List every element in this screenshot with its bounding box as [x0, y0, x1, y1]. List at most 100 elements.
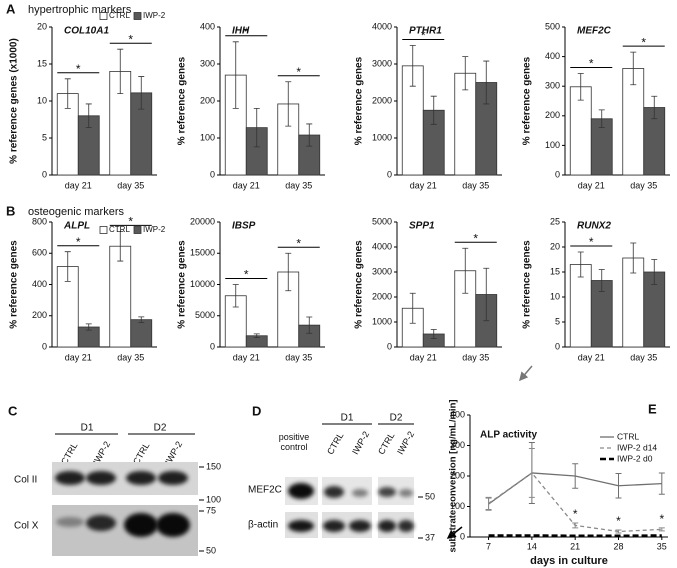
y-tick-label: 600 — [32, 248, 47, 258]
y-tick-label: 25 — [550, 216, 560, 226]
legend-label: IWP-2 — [143, 225, 166, 234]
x-tick-label: day 35 — [285, 180, 312, 190]
y-tick-label: 20 — [550, 241, 560, 251]
y-axis-label: % reference genes — [354, 240, 365, 329]
y-tick-label: 200 — [450, 470, 465, 480]
error-bar — [651, 95, 658, 120]
significance-star: * — [473, 231, 478, 245]
significance-star: * — [641, 35, 646, 49]
marker-label: 50 — [425, 491, 435, 501]
panel-label: B — [6, 203, 15, 218]
y-tick-label: 0 — [42, 341, 47, 351]
significance-star: * — [296, 65, 301, 79]
error-bar — [430, 329, 437, 339]
chart-title: PTHR1 — [409, 26, 442, 37]
y-tick-label: 500 — [545, 21, 560, 31]
y-tick-label: 100 — [200, 132, 215, 142]
y-axis-label: % reference genes — [177, 56, 188, 145]
x-axis-label: days in culture — [530, 555, 608, 567]
group-label: D1 — [81, 423, 94, 434]
blot-band — [56, 517, 84, 527]
arrow — [446, 526, 463, 539]
y-tick-label: 200 — [32, 310, 47, 320]
significance-star: * — [421, 29, 426, 43]
y-axis-label: % reference genes — [177, 240, 188, 329]
significance-star: * — [76, 235, 81, 249]
y-tick-label: 200 — [200, 95, 215, 105]
error-bar — [483, 60, 490, 105]
arrow — [519, 365, 533, 382]
legend-label: IWP-2 — [143, 11, 166, 20]
blot-band — [86, 515, 116, 531]
blot-band — [55, 471, 85, 485]
error-bar — [630, 242, 637, 274]
blot-band — [323, 520, 345, 532]
lane-label: IWP-2 — [395, 430, 416, 457]
panel-label: A — [6, 1, 16, 16]
y-tick-label: 4000 — [372, 241, 392, 251]
y-tick-label: 10 — [37, 95, 47, 105]
y-tick-label: 400 — [32, 279, 47, 289]
x-tick-label: day 35 — [630, 352, 657, 362]
blot-band — [86, 471, 116, 485]
y-tick-label: 3000 — [372, 58, 392, 68]
significance-star: * — [589, 235, 594, 249]
group-label: D1 — [341, 413, 354, 424]
x-tick-label: day 35 — [117, 352, 144, 362]
significance-star: * — [659, 512, 664, 526]
y-tick-label: 15000 — [190, 248, 215, 258]
x-tick-label: 28 — [613, 541, 623, 551]
error-bar — [462, 247, 469, 294]
group-label: D2 — [390, 413, 403, 424]
error-bar — [138, 76, 145, 110]
y-tick-label: 10 — [550, 291, 560, 301]
error-bar — [85, 103, 92, 129]
lane-label: CTRL — [325, 431, 345, 456]
panel-label: E — [648, 401, 657, 416]
legend-swatch — [133, 12, 142, 20]
y-tick-label: 3000 — [372, 266, 392, 276]
blot-band — [288, 483, 314, 499]
error-bar — [598, 109, 605, 129]
x-tick-label: 14 — [527, 541, 537, 551]
error-bar — [117, 48, 124, 94]
blot-band — [124, 513, 158, 537]
error-bar — [253, 333, 260, 339]
significance-star: * — [76, 62, 81, 76]
significance-star: * — [616, 514, 621, 528]
legend-label: CTRL — [109, 11, 130, 20]
chart-title: SPP1 — [409, 221, 435, 232]
chart-title: ALP activity — [480, 430, 537, 441]
error-bar — [64, 251, 71, 282]
error-bar — [651, 259, 658, 285]
y-tick-label: 0 — [210, 341, 215, 351]
error-bar — [598, 269, 605, 292]
y-tick-label: 400 — [545, 51, 560, 61]
y-tick-label: 15 — [37, 58, 47, 68]
group-label: D2 — [154, 423, 167, 434]
panel-label: D — [252, 403, 261, 418]
error-bar — [577, 73, 584, 101]
blot-band — [126, 471, 156, 485]
bar — [130, 319, 153, 348]
y-tick-label: 400 — [450, 409, 465, 419]
chart-title: COL10A1 — [64, 26, 109, 37]
blot-band — [156, 513, 190, 537]
x-tick-label: day 35 — [117, 180, 144, 190]
error-bar — [658, 527, 665, 532]
y-tick-label: 100 — [450, 501, 465, 511]
y-axis-label: % reference genes (x1000) — [9, 38, 20, 164]
y-tick-label: 200 — [545, 110, 560, 120]
line-series — [488, 472, 662, 533]
x-tick-label: day 21 — [65, 180, 92, 190]
y-tick-label: 300 — [545, 81, 560, 91]
x-tick-label: day 21 — [578, 180, 605, 190]
marker-label: 50 — [206, 545, 216, 555]
row-label: β-actin — [248, 520, 278, 531]
significance-star: * — [128, 215, 133, 229]
error-bar — [232, 284, 239, 308]
lane-label: CTRL — [376, 431, 396, 456]
y-tick-label: 0 — [210, 169, 215, 179]
y-tick-label: 5 — [42, 132, 47, 142]
